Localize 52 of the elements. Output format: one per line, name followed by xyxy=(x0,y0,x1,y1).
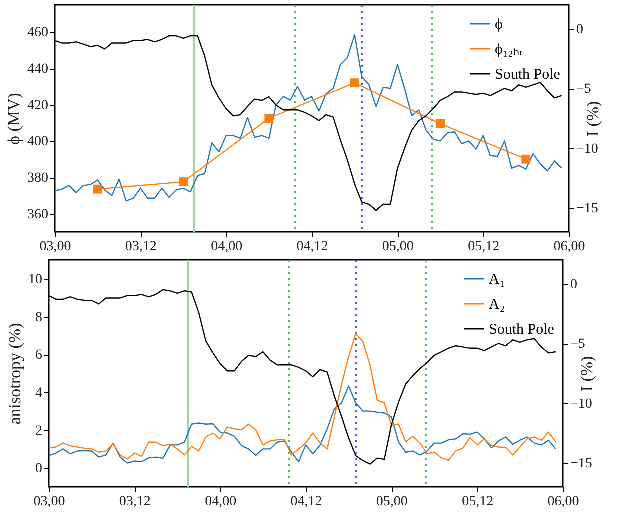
point xyxy=(522,154,531,164)
y-tick-label: 10 xyxy=(28,272,42,288)
x-tick-label: 05,00 xyxy=(376,494,408,510)
x-tick-label: 06,00 xyxy=(554,240,586,254)
x-tick-label: 05,12 xyxy=(462,494,494,510)
y-tick-label: 420 xyxy=(28,98,48,114)
x-tick-label: 03,12 xyxy=(119,494,151,510)
y2-tick-label: −10 xyxy=(576,142,598,157)
y2-tick-label: 0 xyxy=(570,277,578,292)
point xyxy=(93,184,102,194)
x-tick-label: 03,00 xyxy=(40,240,72,254)
x-tick-label: 04,12 xyxy=(296,240,328,254)
y-tick-label: 0 xyxy=(36,462,42,477)
y2-tick-label: −5 xyxy=(570,337,586,352)
y-axis-title: anisotropy (%) xyxy=(6,323,24,425)
y2-tick-label: 0 xyxy=(576,22,584,38)
y2-tick-label: −10 xyxy=(570,396,592,412)
x-tick-label: 04,00 xyxy=(211,240,243,254)
point xyxy=(179,178,188,187)
x-tick-label: 03,00 xyxy=(34,494,66,510)
y-tick-label: 2 xyxy=(36,424,42,439)
x-tick-label: 05,00 xyxy=(382,240,414,254)
line-series xyxy=(48,386,556,464)
point xyxy=(436,119,445,128)
x-tick-label: 04,12 xyxy=(290,494,322,510)
x-tick-label: 04,00 xyxy=(205,494,237,510)
y2-axis-title: I (%) xyxy=(583,101,602,137)
y-axis-title: ϕ (MV) xyxy=(4,93,24,145)
legend-label: A₁ xyxy=(489,272,506,288)
y2-tick-label: −15 xyxy=(570,456,592,472)
y-tick-label: 460 xyxy=(28,26,48,41)
y2-tick-label: −5 xyxy=(576,82,592,98)
y-tick-label: 4 xyxy=(36,386,42,401)
y-tick-label: 400 xyxy=(28,134,48,150)
legend-label: South Pole xyxy=(489,322,555,338)
y-tick-label: 360 xyxy=(28,207,48,222)
y2-axis-title: I (%) xyxy=(577,356,596,392)
x-tick-label: 05,12 xyxy=(468,240,500,254)
y-tick-label: 440 xyxy=(28,62,48,78)
x-tick-label: 03,12 xyxy=(125,240,157,254)
y-tick-label: 6 xyxy=(36,348,42,364)
legend-label: ϕ xyxy=(495,17,503,33)
line-series xyxy=(48,333,556,462)
point xyxy=(264,114,274,123)
y-tick-label: 380 xyxy=(28,171,48,186)
x-tick-label: 06,00 xyxy=(548,494,580,510)
legend-label: South Pole xyxy=(495,67,561,83)
y-tick-label: 8 xyxy=(36,310,42,326)
y2-tick-label: −15 xyxy=(576,202,598,217)
legend-label: A₂ xyxy=(489,297,506,313)
point xyxy=(350,78,360,88)
legend-label: ϕ₁₂ₕᵣ xyxy=(495,42,524,58)
